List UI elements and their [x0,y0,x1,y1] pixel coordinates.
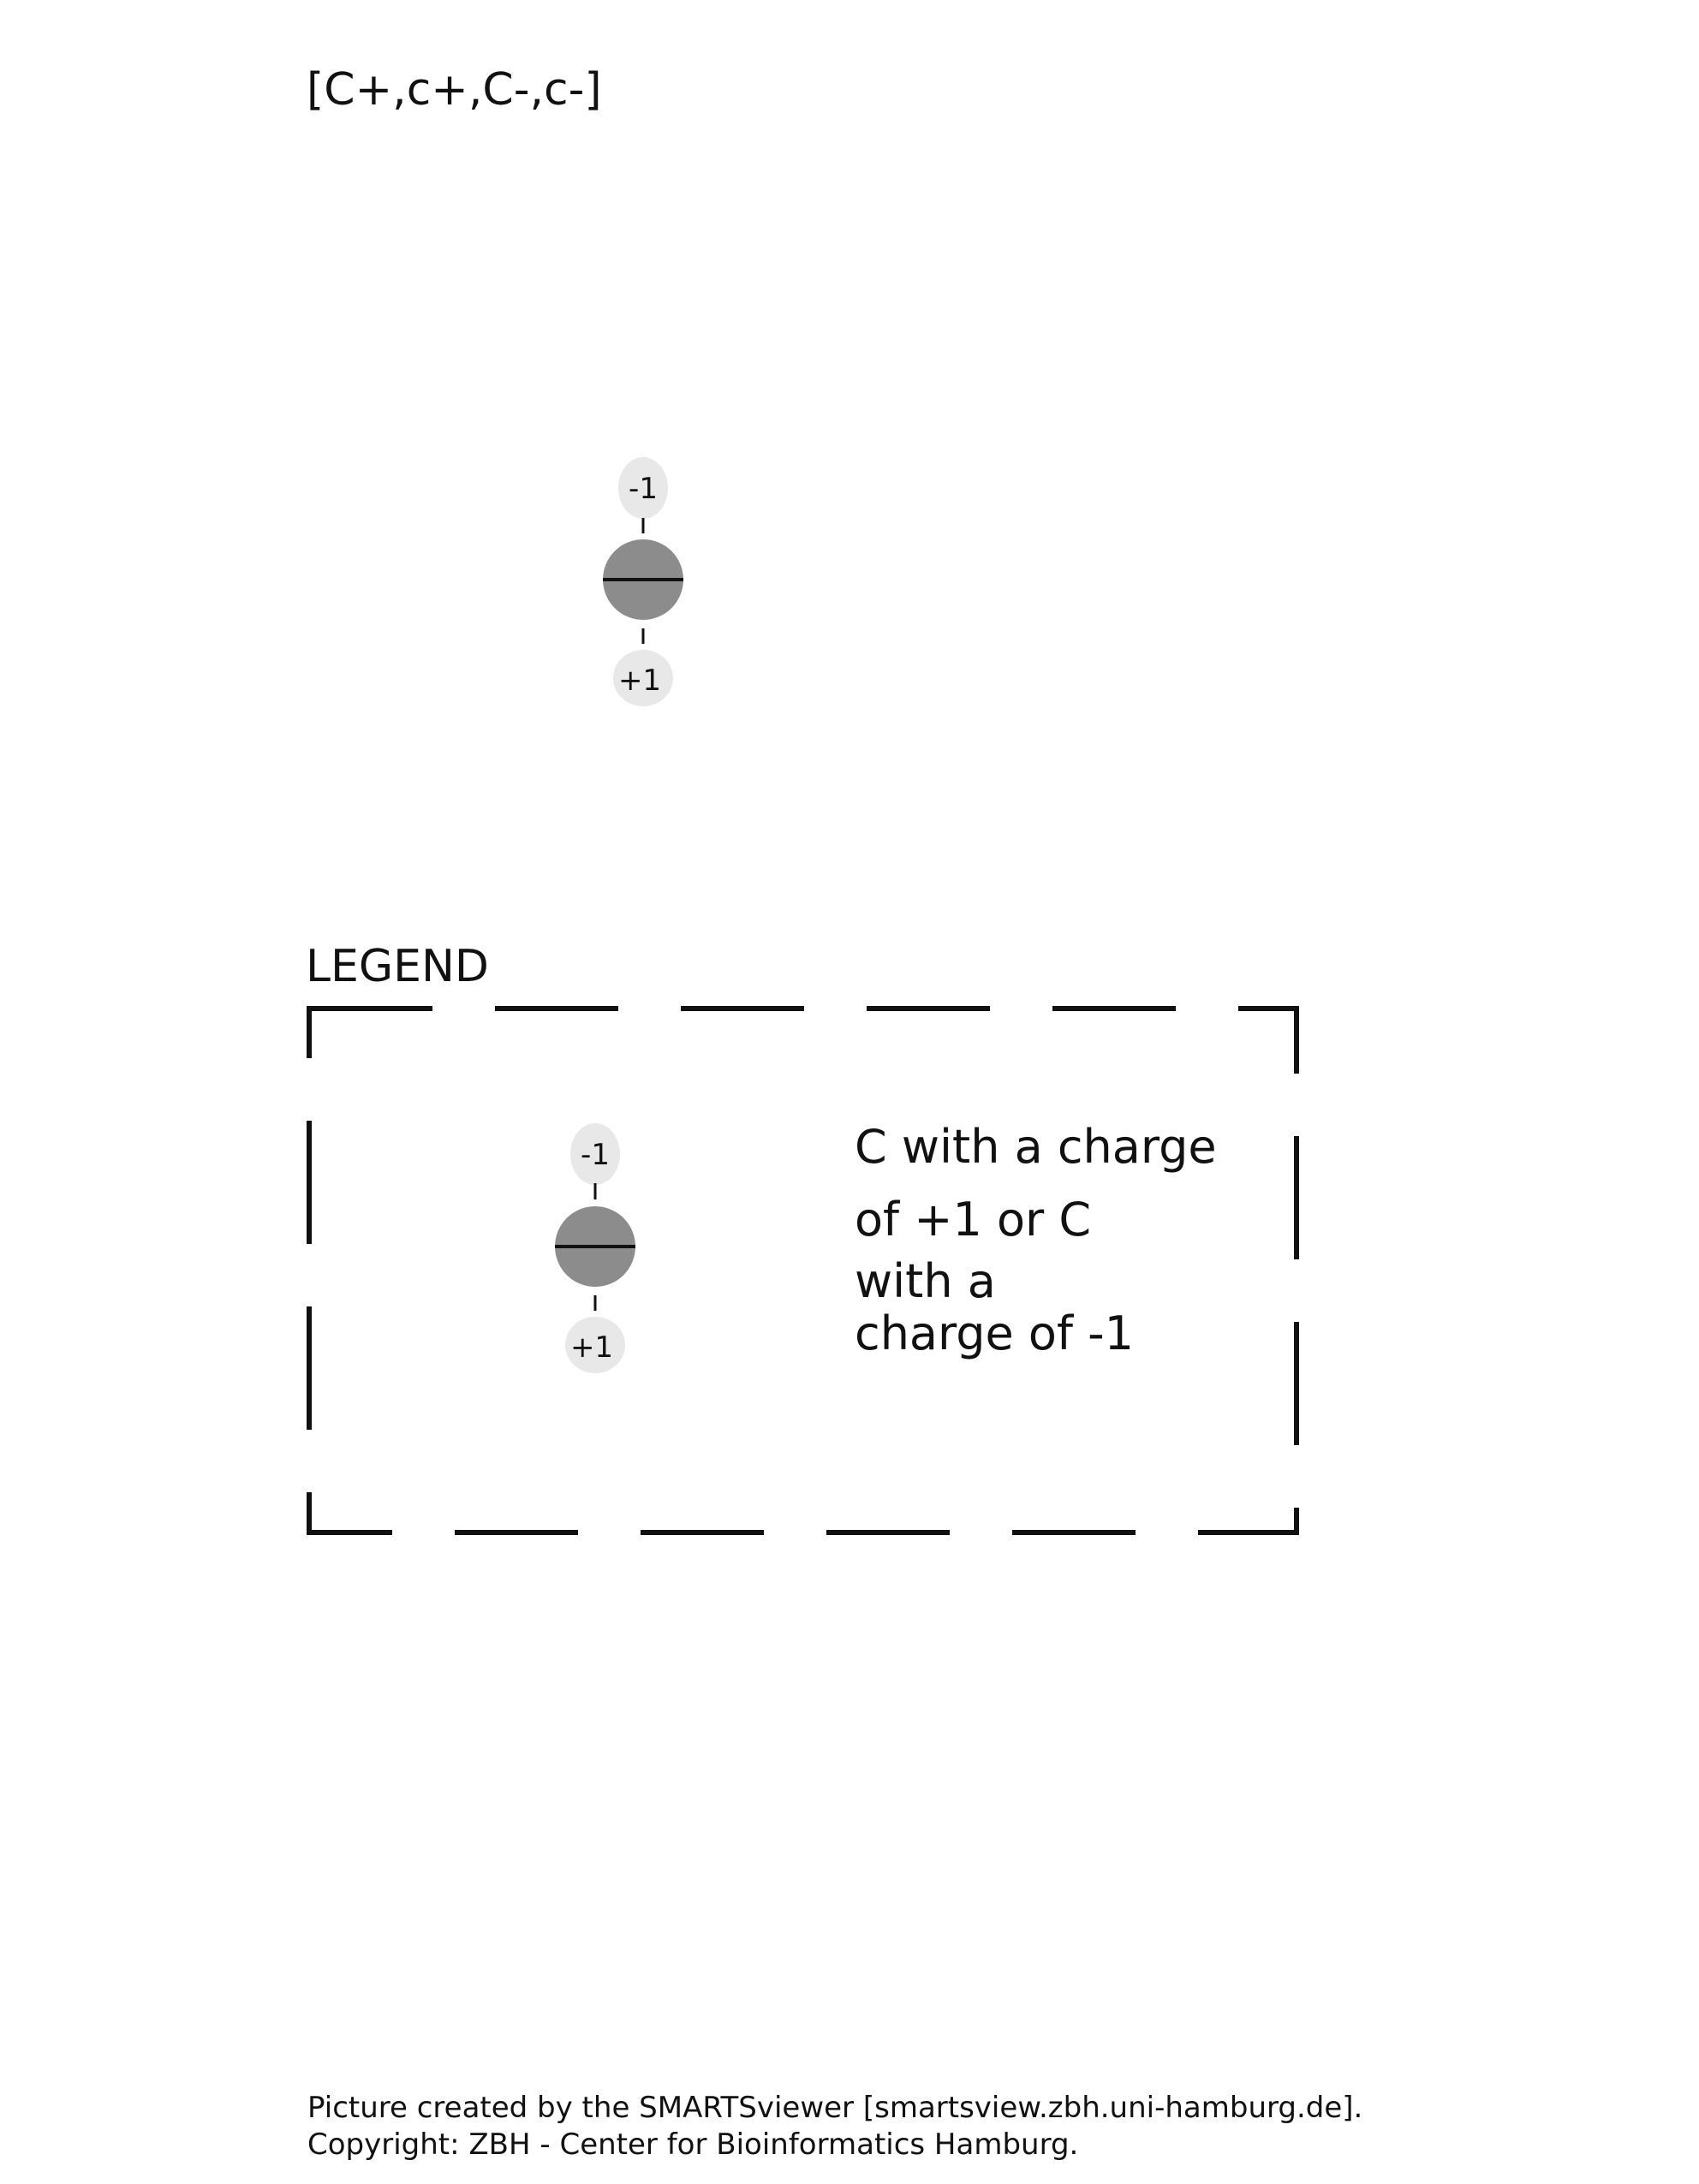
charge-label-bottom: +1 [618,664,661,698]
charge-label-bottom-bg [613,650,673,706]
legend-charge-label-bottom: +1 [570,1330,613,1365]
atom-node-legend: -1 +1 [555,1123,635,1373]
legend-description-line-2: of +1 or C [855,1193,1091,1247]
charge-label-top-bg [618,457,668,519]
legend-box [307,1006,1299,1535]
footer-credit: Picture created by the SMARTSviewer [sma… [307,2091,1362,2125]
legend-description-line-1: C with a charge [855,1120,1217,1174]
smarts-pattern: [C+,c+,C-,c-] [307,64,602,116]
legend-charge-label-top-bg [570,1123,620,1185]
legend-charge-label-top: -1 [581,1138,610,1172]
charge-label-top: -1 [629,472,658,506]
legend-title: LEGEND [306,941,489,992]
legend-charge-label-bottom-bg [565,1317,625,1373]
footer-copyright: Copyright: ZBH - Center for Bioinformati… [307,2127,1078,2162]
atom-node-main: -1 +1 [603,457,683,706]
legend-description-line-4: charge of -1 [855,1306,1134,1360]
legend-description-line-3: with a [855,1254,996,1308]
